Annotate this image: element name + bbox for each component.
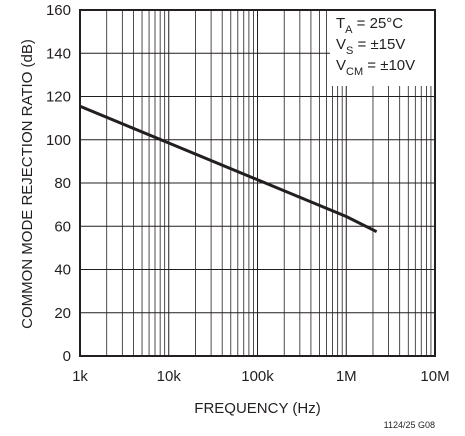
y-tick-label: 100 xyxy=(46,132,71,149)
y-tick-label: 160 xyxy=(46,2,71,19)
grid xyxy=(80,10,435,356)
y-tick-labels: 0 20 40 60 80 100 120 140 160 xyxy=(46,2,71,365)
condition-line: TA = 25°C xyxy=(336,15,403,36)
x-tick-label: 10k xyxy=(157,368,182,385)
x-tick-label: 1M xyxy=(336,368,357,385)
y-tick-label: 140 xyxy=(46,45,71,62)
plot-frame xyxy=(79,9,436,357)
x-tick-labels: 1k 10k 100k 1M 10M xyxy=(72,368,450,385)
plot-area-border xyxy=(79,9,436,357)
conditions-box-background xyxy=(330,10,435,86)
y-tick-label: 20 xyxy=(54,305,71,322)
y-tick-label: 60 xyxy=(54,218,71,235)
y-axis-title: COMMON MODE REJECTION RATIO (dB) xyxy=(19,39,36,329)
x-axis-title: FREQUENCY (Hz) xyxy=(194,400,320,417)
condition-line: VS = ±15V xyxy=(336,36,405,57)
cmrr-curve xyxy=(79,104,378,234)
series-layer xyxy=(79,104,378,234)
y-tick-label: 80 xyxy=(54,175,71,192)
y-tick-label: 40 xyxy=(54,262,71,279)
y-tick-label: 120 xyxy=(46,89,71,106)
condition-line: VCM = ±10V xyxy=(336,57,415,78)
x-tick-label: 1k xyxy=(72,368,88,385)
document-code: 1124/25 G08 xyxy=(384,420,435,430)
x-tick-label: 100k xyxy=(241,368,274,385)
x-tick-label: 10M xyxy=(420,368,449,385)
y-tick-label: 0 xyxy=(63,348,71,365)
